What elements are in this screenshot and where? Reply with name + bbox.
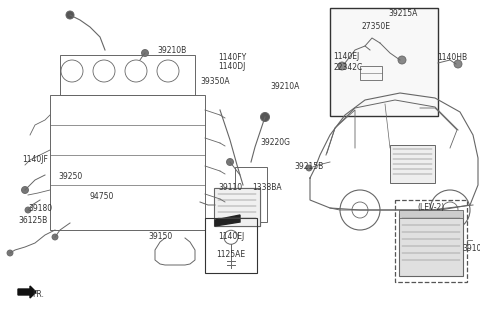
- Text: 1140HB: 1140HB: [437, 53, 467, 62]
- Text: 39215B: 39215B: [294, 162, 323, 171]
- Text: 1140DJ: 1140DJ: [218, 62, 245, 71]
- Bar: [50, 95, 205, 230]
- Text: 1140EJ: 1140EJ: [333, 52, 359, 61]
- Circle shape: [306, 165, 312, 171]
- Text: 1338BA: 1338BA: [252, 183, 282, 192]
- Text: 39110: 39110: [218, 183, 242, 192]
- Polygon shape: [215, 215, 240, 226]
- Text: 36125B: 36125B: [18, 216, 47, 225]
- Circle shape: [261, 113, 269, 121]
- Text: 39180: 39180: [28, 204, 52, 213]
- Bar: [205, 218, 257, 273]
- Bar: [235, 167, 267, 222]
- Text: 39150: 39150: [148, 232, 172, 241]
- Bar: [360, 66, 382, 80]
- Bar: [215, 188, 260, 226]
- Circle shape: [25, 207, 31, 213]
- Text: (LEV-2): (LEV-2): [418, 203, 444, 212]
- Circle shape: [338, 62, 346, 70]
- Text: FR.: FR.: [32, 290, 44, 299]
- Circle shape: [227, 158, 233, 165]
- Circle shape: [7, 250, 13, 256]
- Text: 94750: 94750: [90, 192, 114, 201]
- Text: 39250: 39250: [58, 172, 82, 181]
- Polygon shape: [18, 286, 36, 298]
- Text: 39350A: 39350A: [200, 77, 229, 86]
- Bar: [214, 188, 260, 226]
- Text: 1140EJ: 1140EJ: [218, 232, 244, 241]
- Bar: [399, 214, 463, 276]
- Circle shape: [454, 60, 462, 68]
- Text: 1140FY: 1140FY: [218, 53, 246, 62]
- Bar: [330, 8, 438, 116]
- Bar: [390, 145, 435, 183]
- Bar: [395, 200, 467, 282]
- Circle shape: [398, 56, 406, 64]
- Text: 39210B: 39210B: [157, 46, 186, 55]
- Circle shape: [142, 50, 148, 57]
- Circle shape: [66, 11, 74, 19]
- Circle shape: [22, 186, 28, 193]
- Bar: [60, 55, 195, 95]
- Circle shape: [52, 234, 58, 240]
- Text: 1125AE: 1125AE: [216, 250, 246, 259]
- Text: 39210A: 39210A: [270, 82, 300, 91]
- Text: 27350E: 27350E: [362, 22, 391, 31]
- Text: 22342C: 22342C: [333, 63, 362, 72]
- Bar: [399, 210, 463, 218]
- Text: 39215A: 39215A: [388, 9, 418, 18]
- Text: 39100: 39100: [462, 244, 480, 253]
- Text: 39220G: 39220G: [260, 138, 290, 147]
- Text: 1140JF: 1140JF: [22, 155, 48, 164]
